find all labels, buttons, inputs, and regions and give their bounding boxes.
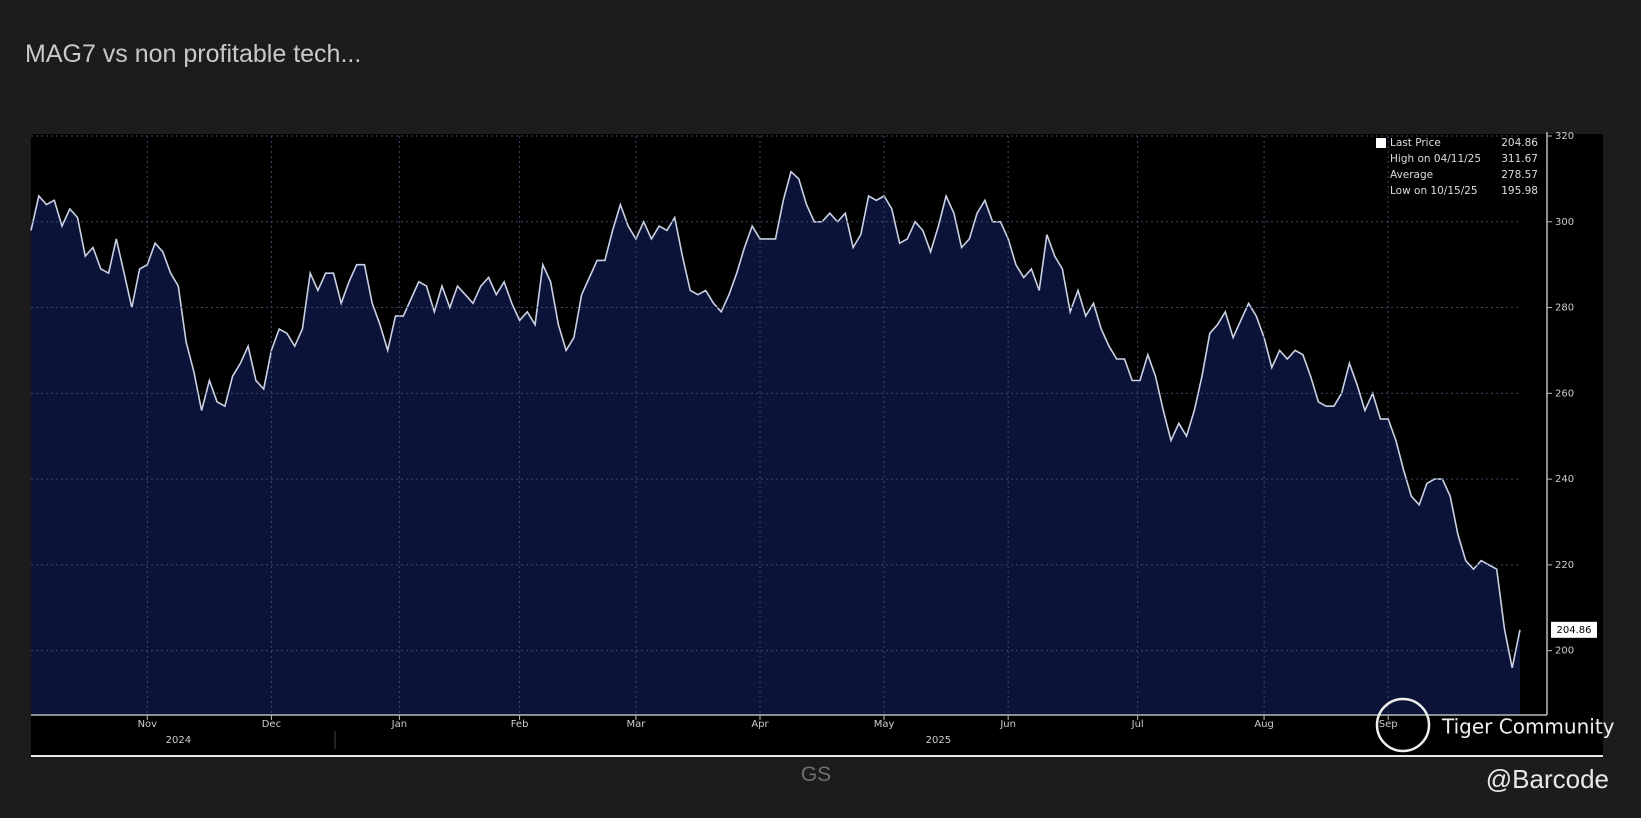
author: @Barcode: [1485, 764, 1609, 794]
legend-label: Average: [1390, 169, 1433, 181]
y-tick-label: 200: [1555, 646, 1574, 657]
line: [30, 170, 1521, 669]
legend-value: 311.67: [1501, 153, 1538, 165]
y-tick-label: 300: [1555, 217, 1574, 228]
x-tick-label: Mar: [626, 719, 646, 730]
post-title: MAG7 vs non profitable tech...: [25, 40, 362, 68]
x-tick-label: May: [874, 719, 895, 730]
legend-swatch: [1376, 138, 1386, 148]
y-tick-label: 280: [1555, 303, 1574, 314]
legend-label: High on 04/11/25: [1390, 153, 1481, 165]
x-tick-label: Nov: [138, 719, 158, 730]
x-tick-label: Aug: [1254, 719, 1274, 730]
x-tick-label: Jan: [391, 719, 407, 730]
y-tick-label: 220: [1555, 560, 1574, 571]
last-value-label: 204.86: [1557, 625, 1592, 636]
x-tick-label: Jun: [999, 719, 1016, 730]
y-tick-label: 320: [1555, 131, 1574, 142]
caption: GS: [800, 763, 832, 786]
last-value-box: [1551, 621, 1597, 638]
x-tick-label: Dec: [262, 719, 281, 730]
year-label: 2025: [926, 735, 951, 746]
legend-label: Low on 10/15/25: [1390, 185, 1478, 197]
legend-label: Last Price: [1390, 137, 1441, 149]
y-tick-label: 260: [1555, 388, 1574, 399]
legend-value: 195.98: [1501, 185, 1538, 197]
area: [31, 171, 1520, 715]
y-tick-label: 240: [1555, 474, 1574, 485]
legend-value: 278.57: [1501, 169, 1538, 181]
legend-value: 204.86: [1501, 137, 1538, 149]
year-label: 2024: [166, 735, 191, 746]
watermark-logo: [1375, 697, 1431, 753]
x-tick-label: Sep: [1379, 719, 1398, 730]
watermark: Tiger Community: [1441, 715, 1615, 739]
x-tick-label: Apr: [751, 719, 769, 730]
x-tick-label: Feb: [511, 719, 529, 730]
x-tick-label: Jul: [1131, 719, 1144, 730]
